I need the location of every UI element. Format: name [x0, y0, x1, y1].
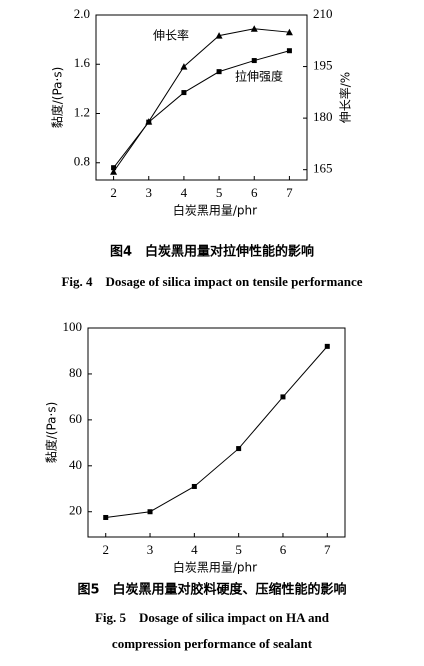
marker [216, 69, 222, 75]
caption-en: Fig. 5 Dosage of silica impact on HA and [95, 610, 330, 625]
marker [181, 90, 187, 96]
y2-tick-label: 195 [313, 58, 333, 73]
marker [110, 168, 118, 175]
y-axis-label: 黏度/(Pa·s) [44, 402, 59, 464]
x-axis-label: 白炭黑用量/phr [173, 203, 257, 218]
x-tick-label: 3 [146, 185, 153, 200]
x-tick-label: 6 [251, 185, 258, 200]
y-tick-label: 20 [69, 503, 82, 518]
plot-frame [95, 14, 308, 181]
marker [147, 509, 153, 515]
series-label: 伸长率 [153, 28, 189, 43]
marker [236, 446, 242, 452]
y-tick-label: 100 [63, 319, 83, 334]
y-tick-label: 1.6 [74, 55, 91, 70]
series-line [105, 346, 328, 518]
y-tick-label: 0.8 [74, 154, 90, 169]
y2-tick-label: 210 [313, 6, 333, 21]
x-tick-label: 3 [147, 542, 154, 557]
y2-axis-label: 伸长率/% [338, 72, 353, 123]
x-tick-label: 7 [324, 542, 331, 557]
x-axis-label: 白炭黑用量/phr [173, 560, 257, 575]
x-tick-label: 5 [235, 542, 242, 557]
series-label: 拉伸强度 [235, 69, 283, 84]
marker [180, 63, 188, 70]
marker [285, 28, 293, 36]
marker [103, 514, 109, 520]
marker [324, 343, 330, 349]
plot-frame [87, 327, 346, 538]
marker [191, 483, 197, 489]
y-tick-label: 2.0 [74, 6, 90, 21]
marker [286, 48, 292, 54]
marker [111, 165, 117, 171]
series-line [113, 50, 290, 168]
caption-en: compression performance of sealant [112, 636, 313, 651]
x-tick-label: 4 [181, 185, 188, 200]
x-tick-label: 5 [216, 185, 223, 200]
caption: 图4 白炭黑用量对拉伸性能的影响 [110, 244, 314, 260]
x-tick-label: 7 [286, 185, 293, 200]
y2-tick-label: 180 [313, 109, 333, 124]
marker [280, 394, 286, 400]
x-tick-label: 2 [110, 185, 117, 200]
y2-tick-label: 165 [313, 161, 333, 176]
x-tick-label: 4 [191, 542, 198, 557]
marker [146, 119, 152, 125]
y-tick-label: 40 [69, 457, 82, 472]
marker [215, 32, 223, 39]
y-tick-label: 60 [69, 411, 82, 426]
caption: 图5 白炭黑用量对胶料硬度、压缩性能的影响 [77, 582, 346, 598]
x-tick-label: 2 [102, 542, 109, 557]
y-axis-label: 黏度/(Pa·s) [50, 67, 65, 129]
y-tick-label: 80 [69, 365, 82, 380]
x-tick-label: 6 [280, 542, 287, 557]
marker [250, 25, 258, 32]
caption-en: Fig. 4 Dosage of silica impact on tensil… [61, 274, 362, 289]
y-tick-label: 1.2 [74, 104, 90, 119]
series-line [113, 28, 290, 173]
marker [251, 58, 257, 64]
